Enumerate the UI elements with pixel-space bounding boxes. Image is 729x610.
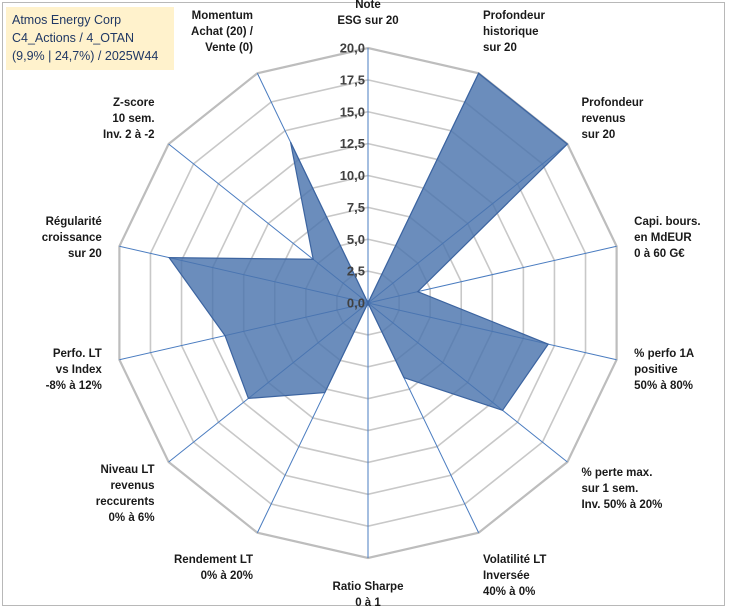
axis-label: Rendement LT 0% à 20% xyxy=(174,554,253,582)
tick-label: 7,5 xyxy=(347,200,365,215)
tick-label: 17,5 xyxy=(340,72,365,87)
asset-category: C4_Actions / 4_OTAN xyxy=(12,31,135,45)
tick-label: 15,0 xyxy=(340,104,365,119)
axis-label: Volatilité LT Inversée 40% à 0% xyxy=(483,554,546,598)
chart-title-box: Atmos Energy Corp C4_Actions / 4_OTAN (9… xyxy=(6,7,174,70)
axis-label: Capi. bours. en MdEUR 0 à 60 G€ xyxy=(634,216,700,260)
axis-labels: Note ESG sur 20 Profondeur historique sur 20… xyxy=(42,0,701,609)
series-area xyxy=(167,72,569,412)
axis-label: Ratio Sharpe 0 à 1 xyxy=(333,581,404,609)
axis-label: Profondeur historique sur 20 xyxy=(483,10,545,54)
tick-label: 12,5 xyxy=(340,136,365,151)
tick-label: 20,0 xyxy=(340,41,365,56)
tick-label: 0,0 xyxy=(347,296,365,311)
axis-label: Profondeur revenus sur 20 xyxy=(581,97,643,141)
axis-label: Momentum Achat (20) / Vente (0) xyxy=(191,10,254,54)
axis-label: % perte max. sur 1 sem. Inv. 50% à 20% xyxy=(581,467,662,511)
tick-labels: 0,0 2,5 5,0 7,5 10,0 12,5 15,0 17,5 20,0 xyxy=(340,41,365,311)
performance-stats: (9,9% | 24,7%) / 2025W44 xyxy=(12,49,159,63)
tick-label: 5,0 xyxy=(347,232,365,247)
axis-label: % perfo 1A positive 50% à 80% xyxy=(634,348,694,392)
axis-label: Perfo. LT vs Index -8% à 12% xyxy=(46,348,103,392)
company-name: Atmos Energy Corp xyxy=(12,13,122,27)
radar-series xyxy=(167,72,569,412)
axis-label: Régularité croissance sur 20 xyxy=(42,216,102,260)
tick-label: 2,5 xyxy=(347,264,365,279)
axis-label: Z-score 10 sem. Inv. 2 à -2 xyxy=(103,97,155,141)
axis-label: Note ESG sur 20 xyxy=(337,0,398,27)
tick-label: 10,0 xyxy=(340,168,365,183)
axis-label: Niveau LT revenus reccurents 0% à 6% xyxy=(96,464,155,524)
